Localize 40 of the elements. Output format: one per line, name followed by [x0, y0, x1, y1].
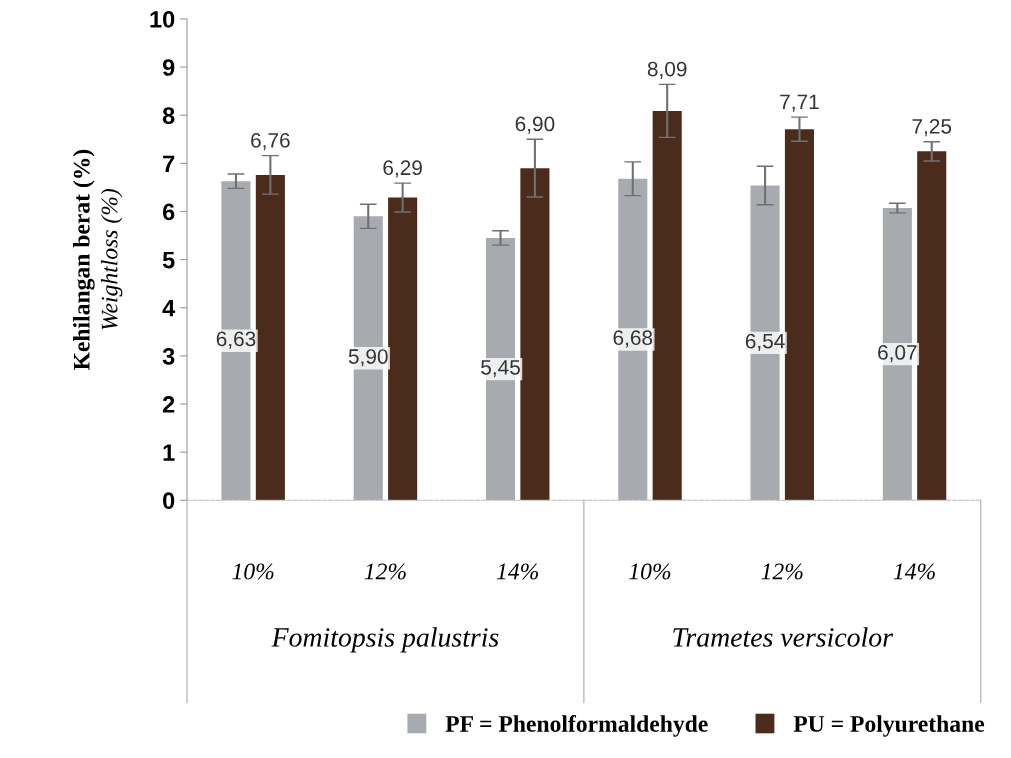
data-label: 6,76 — [251, 132, 290, 151]
legend-label: PF = Phenolformaldehyde — [445, 715, 708, 737]
y-tick-label: 6 — [162, 203, 175, 221]
data-label: 5,90 — [348, 349, 388, 367]
data-label: 6,54 — [745, 333, 785, 351]
x-tick-label: 14% — [893, 563, 935, 580]
data-label: 7,25 — [912, 118, 952, 137]
data-label: 5,45 — [481, 360, 520, 378]
y-tick-label: 2 — [162, 396, 175, 413]
bar — [652, 110, 682, 501]
y-tick-label: 0 — [163, 492, 175, 510]
bar — [255, 174, 285, 501]
bar — [917, 151, 947, 501]
bar — [520, 168, 550, 501]
x-tick-label: 10% — [232, 563, 274, 580]
x-tick-label: 12% — [761, 563, 803, 580]
legend-label: PU = Polyurethane — [793, 715, 985, 737]
data-label: 6,07 — [878, 345, 917, 363]
y-tick-label: 4 — [162, 300, 176, 317]
data-label: 6,90 — [515, 116, 555, 134]
y-axis-title: Kehilangan berat (%) Weightloss (%) — [73, 149, 123, 371]
y-tick-label: 3 — [162, 347, 175, 365]
bar — [388, 197, 418, 501]
y-tick-label: 8 — [162, 107, 175, 124]
y-tick-label: 5 — [162, 251, 175, 269]
y-tick-label: 10 — [150, 11, 175, 28]
x-tick-label: 10% — [629, 563, 671, 580]
text: Trametes versicolor — [673, 627, 894, 647]
y-tick-label: 7 — [163, 155, 175, 172]
data-label: 7,71 — [780, 94, 819, 112]
data-label: 6,29 — [383, 160, 422, 178]
y-tick-label: 9 — [162, 59, 175, 76]
y-tick-label: 1 — [163, 444, 175, 461]
x-tick-label: 12% — [364, 563, 406, 580]
data-label: 8,09 — [647, 61, 687, 79]
text: Fomitopsis palustris — [271, 627, 499, 653]
x-tick-label: 14% — [496, 563, 539, 580]
data-label: 6,68 — [613, 330, 653, 348]
bar — [784, 129, 815, 501]
data-label: 6,63 — [216, 331, 256, 349]
